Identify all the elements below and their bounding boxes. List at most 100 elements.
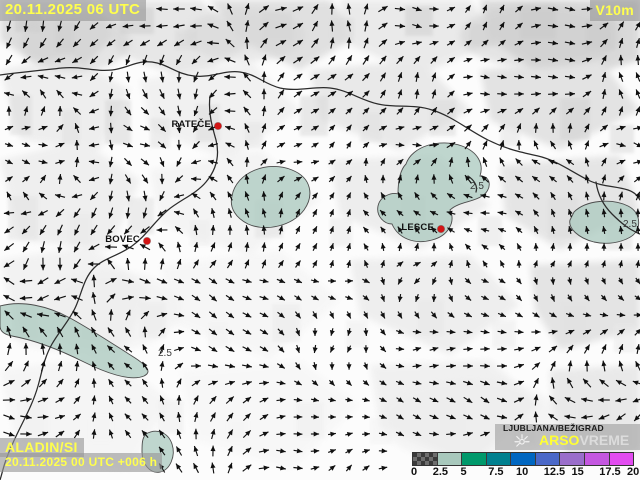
wind-arrow — [108, 156, 114, 168]
wind-arrow — [122, 142, 134, 148]
wind-arrow — [54, 414, 66, 420]
wind-arrow — [224, 108, 236, 114]
wind-arrow — [72, 56, 82, 64]
wind-arrow — [464, 277, 472, 285]
wind-arrow — [548, 329, 558, 335]
wind-arrow — [564, 414, 576, 420]
wind-arrow — [618, 243, 624, 251]
wind-arrow — [363, 192, 369, 200]
wind-arrow — [139, 142, 151, 148]
wind-arrow — [176, 88, 182, 100]
wind-arrow — [395, 380, 405, 386]
wind-arrow — [174, 225, 184, 235]
wind-arrow — [464, 124, 472, 132]
wind-arrow — [125, 88, 131, 100]
wind-arrow — [89, 72, 99, 82]
wind-arrow — [346, 345, 352, 353]
wind-arrow — [362, 141, 370, 149]
wind-arrow — [54, 193, 66, 199]
wind-arrow — [378, 5, 388, 13]
wind-arrow — [193, 445, 199, 457]
wind-arrow — [633, 312, 640, 318]
wind-arrow — [40, 257, 46, 271]
wind-arrow — [446, 414, 456, 420]
wind-arrow — [277, 311, 285, 319]
wind-arrow — [328, 397, 336, 403]
wind-arrow — [482, 21, 488, 31]
wind-arrow — [37, 294, 49, 302]
wind-arrow — [141, 396, 149, 404]
wind-arrow — [259, 278, 269, 284]
wind-arrow — [584, 123, 590, 133]
wind-arrow — [56, 38, 64, 48]
wind-arrow — [463, 193, 473, 199]
wind-arrow — [157, 123, 167, 133]
colorbar-tick-label: 2.5 — [432, 466, 449, 478]
wind-arrow — [208, 345, 218, 353]
wind-arrow — [463, 312, 473, 318]
wind-arrow — [514, 413, 524, 421]
wind-arrow — [415, 294, 420, 302]
wind-arrow — [56, 89, 64, 99]
wind-arrow — [293, 431, 303, 437]
wind-arrow — [108, 105, 114, 117]
wind-arrow — [395, 346, 405, 352]
wind-arrow — [293, 465, 303, 471]
colorbar-tick-label: 17.5 — [599, 466, 621, 478]
wind-arrow — [193, 105, 199, 117]
wind-arrow — [275, 6, 287, 12]
wind-arrow — [564, 396, 576, 404]
wind-arrow — [634, 329, 640, 336]
wind-arrow — [396, 414, 404, 420]
wind-arrow — [89, 22, 99, 30]
wind-arrow — [173, 23, 185, 29]
wind-arrow — [244, 3, 250, 15]
wind-arrow — [242, 396, 252, 404]
wind-arrow — [533, 123, 539, 133]
wind-arrow — [158, 446, 166, 456]
wind-arrow — [550, 277, 556, 285]
wind-arrow — [193, 411, 199, 423]
wind-arrow — [617, 328, 625, 336]
wind-arrow — [397, 174, 403, 184]
wind-arrow — [88, 176, 100, 182]
wind-arrow — [515, 22, 523, 30]
wind-arrow — [208, 72, 218, 82]
wind-arrow — [210, 208, 216, 218]
wind-arrow — [38, 192, 48, 200]
wind-arrow — [564, 91, 576, 97]
wind-arrow — [584, 225, 590, 235]
wind-arrow — [516, 140, 522, 150]
wind-arrow — [362, 380, 370, 386]
wind-arrow — [208, 277, 218, 285]
wind-arrow — [293, 125, 303, 131]
wind-arrow — [244, 225, 250, 235]
wind-arrow — [414, 242, 420, 252]
wind-arrow — [39, 89, 47, 99]
wind-arrow — [123, 124, 133, 132]
wind-arrow — [22, 360, 30, 372]
wind-arrow — [583, 344, 591, 354]
wind-arrow — [378, 448, 388, 454]
wind-arrow — [311, 20, 319, 32]
wind-arrow — [397, 294, 403, 302]
wind-arrow — [106, 293, 116, 303]
timestamp-stamp: 20.11.2025 06 UTC — [0, 0, 147, 21]
wind-arrow — [329, 37, 335, 49]
wind-arrow — [312, 311, 318, 319]
wind-arrow — [310, 91, 320, 97]
wind-arrow — [140, 310, 150, 320]
wind-arrow — [21, 225, 31, 235]
wind-arrow — [56, 326, 64, 338]
wind-arrow — [618, 225, 624, 235]
wind-arrow — [243, 106, 251, 116]
wind-arrow — [514, 107, 524, 115]
wind-arrow — [72, 310, 82, 320]
wind-arrow — [635, 38, 640, 48]
wind-arrow — [192, 140, 200, 150]
wind-arrow — [413, 55, 421, 65]
wind-arrow — [431, 277, 437, 285]
wind-arrow — [635, 89, 640, 99]
